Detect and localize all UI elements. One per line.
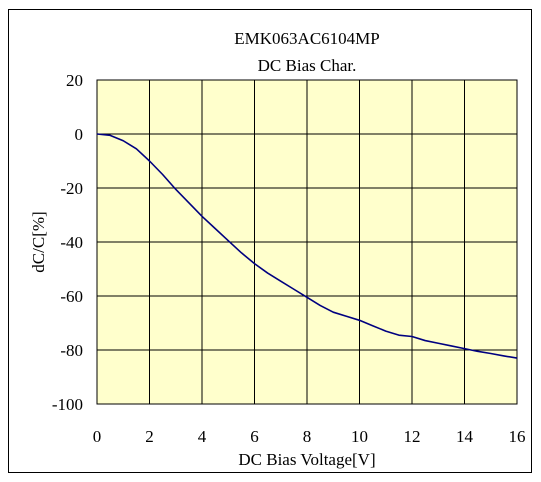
chart-subtitle: DC Bias Char. xyxy=(258,56,357,75)
x-tick-label: 8 xyxy=(303,427,312,446)
grid-lines xyxy=(97,80,517,404)
x-tick-label: 10 xyxy=(351,427,368,446)
x-tick-label: 14 xyxy=(456,427,474,446)
chart-title: EMK063AC6104MP xyxy=(234,29,379,48)
y-axis-label: dC/C[%] xyxy=(29,211,48,272)
x-tick-label: 16 xyxy=(509,427,526,446)
series-layer xyxy=(96,133,518,359)
y-tick-labels: 20 0 -20 -40 -60 -80 -100 xyxy=(52,71,83,414)
y-tick-label: -60 xyxy=(60,287,83,306)
y-tick-label: -20 xyxy=(60,179,83,198)
x-tick-label: 12 xyxy=(404,427,421,446)
series-line xyxy=(96,133,518,359)
y-tick-label: 0 xyxy=(75,125,84,144)
x-tick-labels: 0 2 4 6 8 10 12 14 16 xyxy=(93,427,526,446)
y-tick-label: -80 xyxy=(60,341,83,360)
y-tick-label: -40 xyxy=(60,233,83,252)
x-tick-label: 6 xyxy=(250,427,259,446)
y-tick-label: -100 xyxy=(52,395,83,414)
y-tick-label: 20 xyxy=(66,71,83,90)
x-tick-label: 0 xyxy=(93,427,102,446)
x-tick-label: 2 xyxy=(145,427,154,446)
x-axis-label: DC Bias Voltage[V] xyxy=(238,450,375,469)
x-tick-label: 4 xyxy=(198,427,207,446)
